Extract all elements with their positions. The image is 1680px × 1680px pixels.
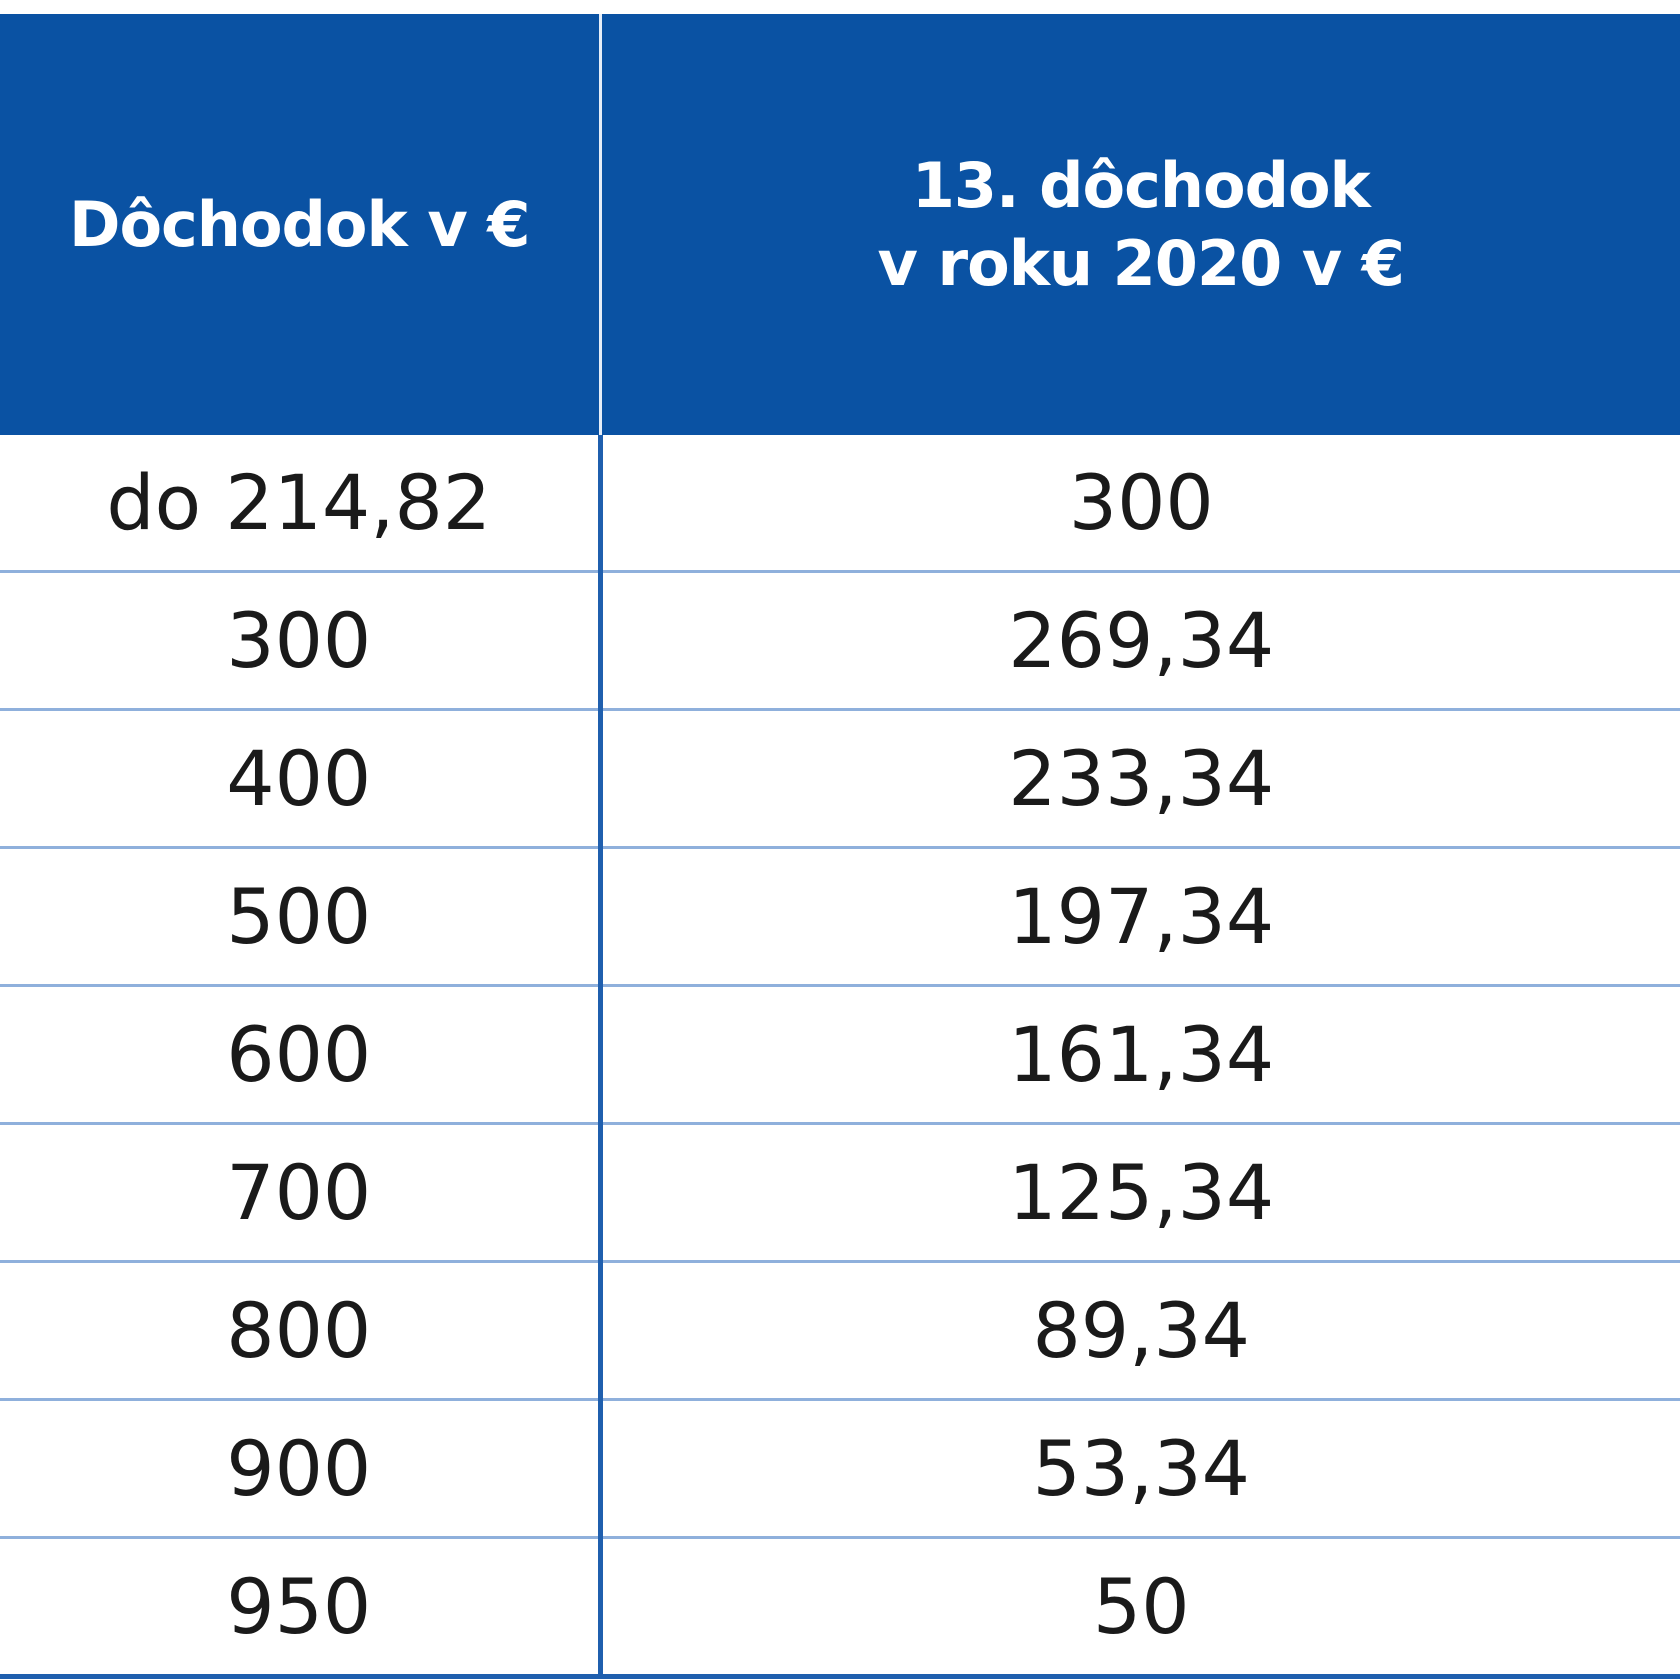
- table-row: 600 161,34: [0, 984, 1680, 1124]
- pension-table-container: Dôchodok v € 13. dôchodok v roku 2020 v …: [0, 14, 1680, 1679]
- cell-pension: 800: [0, 1260, 603, 1400]
- table-row: 700 125,34: [0, 1122, 1680, 1262]
- header-thirteenth-pension: 13. dôchodok v roku 2020 v €: [600, 14, 1680, 435]
- pension-table: Dôchodok v € 13. dôchodok v roku 2020 v …: [0, 14, 1680, 1679]
- table-row: 500 197,34: [0, 846, 1680, 986]
- cell-thirteenth: 50: [600, 1536, 1680, 1679]
- table-body: do 214,82 300 300 269,34 400 233,34 500 …: [0, 435, 1680, 1679]
- header-thirteenth-line1: 13. dôchodok: [911, 149, 1371, 222]
- cell-thirteenth: 53,34: [600, 1398, 1680, 1538]
- cell-pension: do 214,82: [0, 435, 603, 572]
- cell-thirteenth: 300: [1068, 458, 1214, 547]
- cell-pension: 300: [0, 570, 603, 710]
- cell-thirteenth: 269,34: [600, 570, 1680, 710]
- table-row: do 214,82 300: [0, 435, 1680, 572]
- cell-pension: 400: [0, 708, 603, 848]
- cell-pension: 700: [0, 1122, 603, 1262]
- table-row: 900 53,34: [0, 1398, 1680, 1538]
- cell-thirteenth: 125,34: [600, 1122, 1680, 1262]
- cell-thirteenth: 197,34: [600, 846, 1680, 986]
- cell-pension: 600: [0, 984, 603, 1124]
- cell-thirteenth: 161,34: [600, 984, 1680, 1124]
- table-header: Dôchodok v € 13. dôchodok v roku 2020 v …: [0, 14, 1680, 435]
- cell-pension: 900: [0, 1398, 603, 1538]
- cell-pension: 500: [0, 846, 603, 986]
- cell-pension: 950: [0, 1536, 603, 1679]
- table-row: 300 269,34: [0, 570, 1680, 710]
- header-thirteenth-line2: v roku 2020 v €: [877, 226, 1405, 300]
- table-row: 950 50: [0, 1536, 1680, 1679]
- header-pension: Dôchodok v €: [0, 14, 602, 435]
- table-row: 400 233,34: [0, 708, 1680, 848]
- header-row: Dôchodok v € 13. dôchodok v roku 2020 v …: [0, 14, 1680, 435]
- cell-thirteenth: 89,34: [600, 1260, 1680, 1400]
- cell-thirteenth: 233,34: [600, 708, 1680, 848]
- table-row: 800 89,34: [0, 1260, 1680, 1400]
